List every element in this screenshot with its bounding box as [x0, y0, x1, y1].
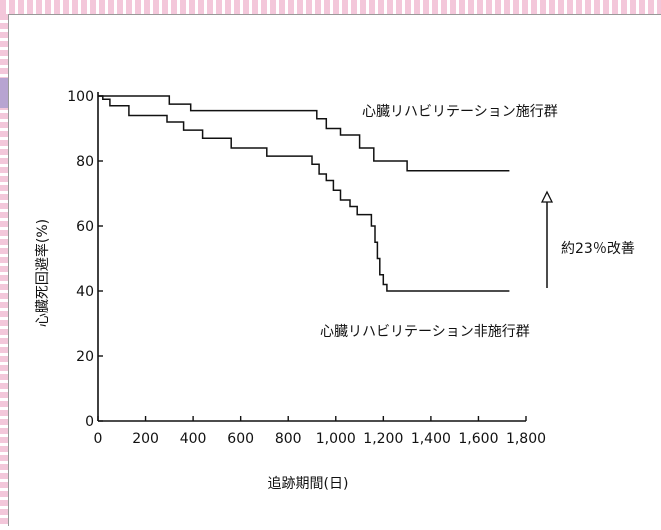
decorative-left-tab [0, 78, 8, 108]
series-line-untreated [98, 95, 510, 292]
x-tick-label: 200 [132, 431, 159, 447]
x-tick-label: 0 [94, 431, 103, 447]
x-tick-label: 800 [275, 431, 302, 447]
y-axis-title: 心臓死回避率(%) [34, 219, 51, 327]
y-tick-label: 80 [76, 154, 94, 170]
decorative-left-border [0, 14, 8, 525]
annotation-improvement: 約23％改善 [561, 241, 635, 257]
y-tick-label: 60 [76, 219, 94, 235]
y-tick-label: 100 [67, 89, 94, 105]
y-tick-label: 0 [85, 414, 94, 430]
x-tick-label: 600 [227, 431, 254, 447]
survival-chart: 0 200 400 600 800 1,000 1,200 1,400 1,600 1,800 0 2… [34, 89, 635, 492]
x-tick-label: 1,200 [363, 431, 403, 447]
x-tick-label: 1,400 [411, 431, 451, 447]
improvement-arrow [540, 190, 554, 288]
axes: 0 200 400 600 800 1,000 1,200 1,400 1,600 1,800 0 2… [67, 89, 546, 447]
annotation-treated-group: 心臓リハビリテーション施行群 [362, 104, 558, 120]
chart-panel: 0 200 400 600 800 1,000 1,200 1,400 1,600 1,800 0 2… [8, 14, 661, 526]
series-line-treated [98, 95, 510, 172]
x-tick-label: 1,800 [506, 431, 546, 447]
x-tick-label: 1,600 [458, 431, 498, 447]
annotation-untreated-group: 心臓リハビリテーション非施行群 [320, 324, 530, 340]
y-tick-label: 20 [76, 349, 94, 365]
x-axis-title: 追跡期間(日) [268, 476, 349, 492]
decorative-top-border [0, 0, 661, 14]
series-layer [98, 95, 510, 292]
y-tick-label: 40 [76, 284, 94, 300]
x-tick-label: 400 [180, 431, 207, 447]
x-tick-label: 1,000 [316, 431, 356, 447]
